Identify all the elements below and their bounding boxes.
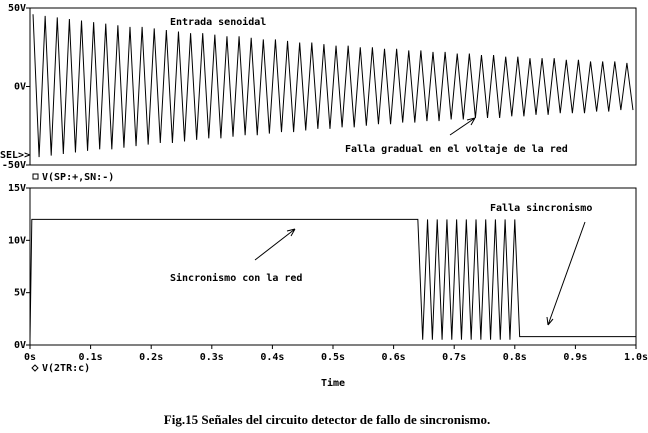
x-tick-label: 1.0s	[624, 352, 648, 363]
x-tick-label: 0.7s	[442, 352, 466, 363]
arrow	[449, 117, 476, 136]
caption: Fig.15 Señales del circuito detector de …	[164, 412, 490, 427]
x-tick-label: 0.2s	[139, 352, 163, 363]
y-tick-label: 15V	[8, 183, 26, 194]
x-tick-label: 0.8s	[503, 352, 527, 363]
legend-label: V(SP:+,SN:-)	[42, 172, 114, 183]
y-tick-label: 0V	[14, 340, 26, 351]
y-tick-label: -50V	[2, 160, 26, 171]
x-tick-label: 0s	[24, 352, 36, 363]
x-tick-label: 0.6s	[382, 352, 406, 363]
series-line	[29, 218, 636, 340]
x-tick-label: 0.9s	[563, 352, 587, 363]
arrow	[254, 228, 296, 261]
legend-symbol	[31, 364, 39, 372]
x-tick-label: 0.3s	[200, 352, 224, 363]
y-tick-label: 5V	[14, 288, 26, 299]
y-tick-label: 0V	[14, 82, 26, 93]
x-axis-label: Time	[321, 377, 345, 389]
x-tick-label: 0.5s	[321, 352, 345, 363]
legend-symbol	[32, 173, 39, 180]
x-tick-label: 0.4s	[260, 352, 284, 363]
annotation: Falla sincronismo	[490, 202, 592, 214]
annotation: Falla gradual en el voltaje de la red	[345, 143, 568, 155]
y-tick-label: 50V	[8, 3, 26, 14]
legend-label: V(2TR:c)	[42, 363, 90, 374]
x-tick-label: 0.1s	[79, 352, 103, 363]
y-tick-label: 10V	[8, 235, 26, 246]
series-line	[32, 14, 634, 158]
annotation: Sincronismo con la red	[170, 272, 302, 284]
arrow	[546, 221, 586, 326]
annotation: Entrada senoidal	[170, 16, 266, 28]
selector: SEL>>	[0, 150, 30, 161]
